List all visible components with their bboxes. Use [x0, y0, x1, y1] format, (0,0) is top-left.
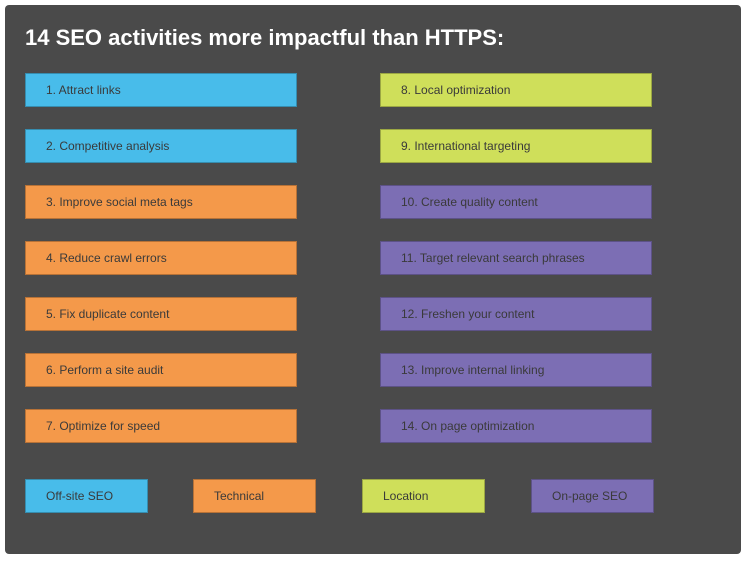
- diagram-title: 14 SEO activities more impactful than HT…: [25, 25, 505, 50]
- activity-box-10: 10. Create quality content: [380, 185, 652, 219]
- activity-box-3: 3. Improve social meta tags: [25, 185, 297, 219]
- activity-box-9: 9. International targeting: [380, 129, 652, 163]
- activity-box-8: 8. Local optimization: [380, 73, 652, 107]
- activity-box-12: 12. Freshen your content: [380, 297, 652, 331]
- activity-box-13: 13. Improve internal linking: [380, 353, 652, 387]
- legend-location: Location: [362, 479, 485, 513]
- activity-box-2: 2. Competitive analysis: [25, 129, 297, 163]
- activity-box-7: 7. Optimize for speed: [25, 409, 297, 443]
- legend-onpage-seo: On-page SEO: [531, 479, 654, 513]
- activity-box-1: 1. Attract links: [25, 73, 297, 107]
- legend-technical: Technical: [193, 479, 316, 513]
- diagram-panel: 14 SEO activities more impactful than HT…: [5, 5, 741, 554]
- activity-box-6: 6. Perform a site audit: [25, 353, 297, 387]
- activity-box-5: 5. Fix duplicate content: [25, 297, 297, 331]
- legend-offsite-seo: Off-site SEO: [25, 479, 148, 513]
- activity-box-14: 14. On page optimization: [380, 409, 652, 443]
- activity-box-4: 4. Reduce crawl errors: [25, 241, 297, 275]
- activity-box-11: 11. Target relevant search phrases: [380, 241, 652, 275]
